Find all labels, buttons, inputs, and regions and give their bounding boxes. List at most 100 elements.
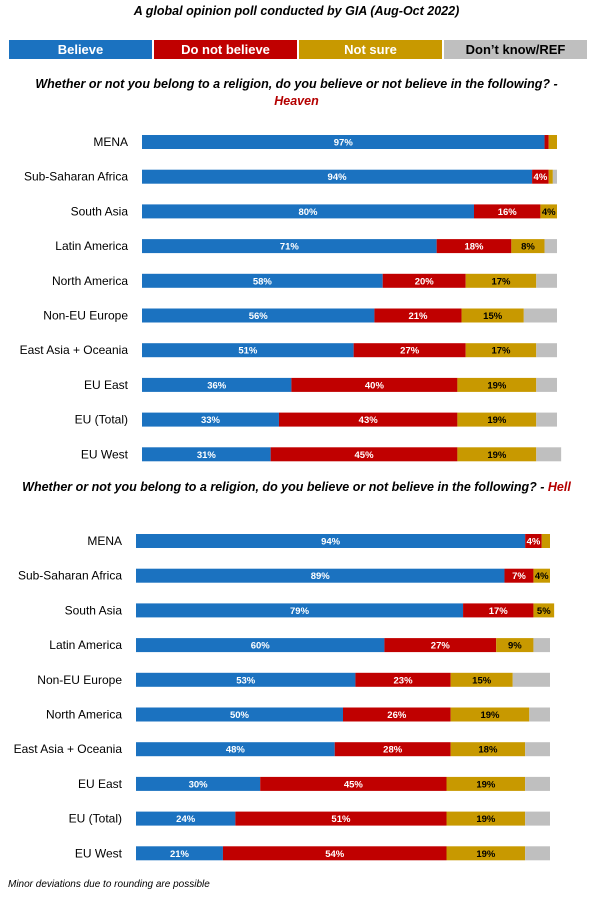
heaven-data-label-believe: 33% <box>201 415 221 426</box>
heaven-data-label-believe: 56% <box>249 311 269 322</box>
hell-data-label-believe: 89% <box>311 571 331 582</box>
hell-bar-believe <box>136 776 261 791</box>
heaven-bar-dont-know <box>552 169 557 184</box>
heaven-data-label-not-sure: 19% <box>487 450 507 461</box>
heaven-data-label-not-sure: 19% <box>487 380 507 391</box>
hell-bar-do-not-believe <box>355 672 451 687</box>
hell-bar-believe <box>136 672 356 687</box>
heaven-bar-dont-know <box>536 377 557 392</box>
heaven-data-label-believe: 94% <box>328 172 348 183</box>
heaven-bar-not-sure <box>465 343 537 358</box>
heaven-bar-not-sure <box>457 412 537 427</box>
heaven-category-label: EU East <box>84 378 129 392</box>
hell-bar-believe <box>136 742 335 757</box>
hell-data-label-not-sure: 4% <box>535 571 549 582</box>
hell-bar-not-sure <box>450 672 513 687</box>
hell-category-label: North America <box>46 708 122 722</box>
heaven-bar-dont-know <box>523 308 557 323</box>
hell-bar-believe <box>136 534 526 548</box>
hell-data-label-do-not-believe: 17% <box>489 606 509 617</box>
heaven-bar-believe <box>142 204 474 219</box>
heaven-data-label-believe: 31% <box>197 450 217 461</box>
hell-bar-dont-know <box>529 707 550 722</box>
hell-data-label-believe: 24% <box>176 814 196 825</box>
heaven-bar-dont-know <box>536 412 557 427</box>
hell-bar-believe <box>136 568 505 583</box>
hell-data-label-not-sure: 15% <box>472 675 492 686</box>
hell-category-label: MENA <box>87 534 122 548</box>
legend-not-sure: Not sure <box>298 39 443 60</box>
hell-data-label-do-not-believe: 4% <box>527 537 541 548</box>
hell-bar-do-not-believe <box>260 776 447 791</box>
heaven-panel-title: Whether or not you belong to a religion,… <box>20 76 573 110</box>
hell-bar-not-sure <box>450 707 530 722</box>
hell-bar-not-sure <box>496 638 534 653</box>
heaven-bar-believe <box>142 377 292 392</box>
heaven-bar-do-not-believe <box>278 412 458 427</box>
heaven-data-label-believe: 58% <box>253 276 273 287</box>
hell-bar-dont-know <box>525 776 550 791</box>
heaven-bar-do-not-believe <box>532 169 549 184</box>
heaven-data-label-not-sure: 15% <box>483 311 503 322</box>
heaven-bar-believe <box>142 169 533 184</box>
heaven-category-label: East Asia + Oceania <box>20 343 129 357</box>
heaven-bar-believe <box>142 308 375 323</box>
heaven-title-highlight: Heaven <box>274 94 319 108</box>
hell-bar-not-sure <box>446 776 526 791</box>
heaven-bar-believe <box>142 135 545 149</box>
heaven-bar-dont-know <box>536 447 562 462</box>
hell-data-label-not-sure: 19% <box>476 814 496 825</box>
heaven-bar-believe <box>142 273 383 288</box>
hell-data-label-believe: 30% <box>189 779 209 790</box>
hell-category-label: EU East <box>78 777 123 791</box>
heaven-bar-do-not-believe <box>270 447 458 462</box>
hell-bar-not-sure <box>446 811 526 826</box>
heaven-data-label-do-not-believe: 16% <box>498 207 518 218</box>
heaven-category-label: North America <box>52 274 128 288</box>
hell-bar-do-not-believe <box>463 603 534 618</box>
hell-bar-do-not-believe <box>334 742 451 757</box>
heaven-bar-not-sure <box>461 308 524 323</box>
heaven-data-label-do-not-believe: 20% <box>415 276 435 287</box>
heaven-bar-dont-know <box>536 273 557 288</box>
heaven-category-label: MENA <box>93 135 128 149</box>
hell-data-label-do-not-believe: 27% <box>431 641 451 652</box>
heaven-data-label-believe: 80% <box>298 207 318 218</box>
heaven-data-label-do-not-believe: 27% <box>400 346 420 357</box>
heaven-bar-not-sure <box>540 204 557 219</box>
heaven-bar-do-not-believe <box>382 273 466 288</box>
heaven-data-label-do-not-believe: 21% <box>408 311 428 322</box>
hell-bar-do-not-believe <box>222 846 447 861</box>
legend-label-dont-know: Don’t know/REF <box>465 42 566 57</box>
chart-title: A global opinion poll conducted by GIA (… <box>133 4 460 18</box>
hell-data-label-believe: 48% <box>226 745 246 756</box>
hell-bar-do-not-believe <box>525 534 542 548</box>
hell-bar-believe <box>136 603 464 618</box>
heaven-bar-do-not-believe <box>544 135 549 149</box>
heaven-bar-do-not-believe <box>353 343 466 358</box>
hell-data-label-believe: 50% <box>230 710 250 721</box>
heaven-title-prefix: Whether or not you belong to a religion,… <box>35 77 558 91</box>
heaven-bar-believe <box>142 343 354 358</box>
heaven-category-label: EU West <box>81 447 129 461</box>
heaven-data-label-believe: 36% <box>207 380 227 391</box>
hell-category-label: South Asia <box>65 603 123 617</box>
heaven-data-label-not-sure: 8% <box>521 242 535 253</box>
hell-bar-believe <box>136 707 343 722</box>
heaven-bar-dont-know <box>536 343 557 358</box>
heaven-category-label: Latin America <box>55 239 128 253</box>
hell-bar-believe <box>136 638 385 653</box>
hell-title-prefix: Whether or not you belong to a religion,… <box>22 480 545 494</box>
heaven-bar-do-not-believe <box>291 377 458 392</box>
hell-category-label: Non-EU Europe <box>37 673 122 687</box>
heaven-bar-not-sure <box>457 377 537 392</box>
legend-believe: Believe <box>8 39 153 60</box>
heaven-data-label-do-not-believe: 40% <box>365 380 385 391</box>
heaven-data-label-not-sure: 17% <box>491 276 511 287</box>
hell-bar-not-sure <box>533 603 555 618</box>
hell-bar-not-sure <box>533 568 550 583</box>
hell-category-label: Sub-Saharan Africa <box>18 569 122 583</box>
heaven-data-label-believe: 71% <box>280 242 300 253</box>
heaven-bar-not-sure <box>548 169 553 184</box>
hell-data-label-do-not-believe: 23% <box>394 675 414 686</box>
